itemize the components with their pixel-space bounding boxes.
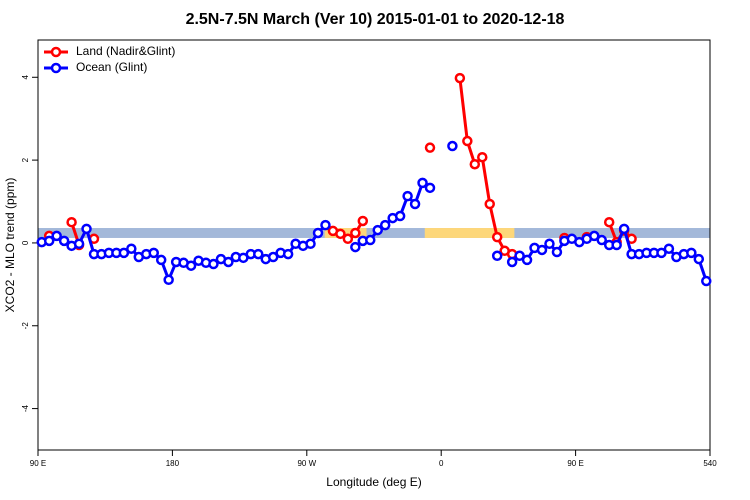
point (163, 274, 174, 286)
point (484, 198, 495, 210)
point (185, 260, 197, 271)
point (312, 227, 324, 239)
legend-label: Ocean (Glint) (76, 60, 147, 74)
x-tick-label: 180 (166, 459, 180, 468)
point (350, 241, 361, 253)
y-tick-label: 0 (21, 240, 30, 245)
point (372, 224, 383, 236)
point (447, 140, 458, 152)
point (379, 219, 391, 231)
point (603, 216, 615, 228)
point (81, 223, 92, 235)
point (365, 234, 376, 246)
point (611, 239, 622, 251)
y-axis-label: XCO2 - MLO trend (ppm) (3, 178, 17, 313)
point (73, 238, 85, 250)
point (663, 243, 675, 254)
point (477, 151, 488, 163)
point (350, 227, 361, 239)
point (305, 238, 316, 250)
band (424, 228, 515, 238)
x-tick-label: 90 E (567, 459, 583, 468)
point (701, 275, 712, 287)
point (320, 219, 331, 231)
point (357, 215, 369, 227)
point (551, 246, 563, 258)
y-tick-label: -2 (21, 322, 30, 330)
point (469, 158, 481, 170)
point (514, 250, 525, 262)
point (596, 234, 607, 246)
point (491, 250, 503, 262)
point (118, 247, 130, 259)
y-tick-label: 4 (21, 74, 30, 79)
point (155, 254, 167, 266)
point (253, 248, 264, 260)
point (335, 228, 346, 240)
point (424, 142, 436, 153)
point (656, 247, 667, 259)
x-tick-label: 540 (703, 459, 717, 468)
point (417, 177, 428, 189)
y-tick-label: -4 (21, 404, 30, 412)
chart-title: 2.5N-7.5N March (Ver 10) 2015-01-01 to 2… (186, 11, 565, 28)
point (126, 243, 137, 254)
x-tick-label: 0 (439, 459, 444, 468)
point (342, 233, 354, 245)
legend-label: Land (Nadir&Glint) (76, 44, 175, 58)
point (506, 256, 518, 268)
point (521, 254, 533, 266)
point (58, 235, 70, 247)
point (589, 230, 600, 242)
point (208, 258, 219, 270)
y-tick-label: 2 (21, 157, 30, 162)
point (491, 231, 503, 243)
legend-marker (50, 62, 62, 74)
band (324, 228, 367, 238)
point (462, 135, 473, 147)
point (424, 182, 436, 194)
x-tick-label: 90 W (297, 459, 316, 468)
legend-marker (50, 46, 62, 58)
point (282, 248, 294, 260)
series-line (70, 77, 633, 256)
point (693, 253, 705, 265)
point (454, 72, 466, 84)
point (536, 244, 548, 256)
point (43, 235, 55, 247)
point (51, 230, 62, 242)
point (544, 238, 555, 250)
point (686, 247, 697, 259)
point (148, 247, 159, 259)
point (66, 216, 77, 228)
point (402, 190, 413, 202)
point (267, 251, 279, 263)
point (618, 223, 630, 235)
point (223, 256, 234, 268)
x-tick-label: 90 E (30, 459, 46, 468)
x-axis-label: Longitude (deg E) (326, 475, 421, 489)
point (394, 210, 406, 222)
point (409, 198, 421, 210)
